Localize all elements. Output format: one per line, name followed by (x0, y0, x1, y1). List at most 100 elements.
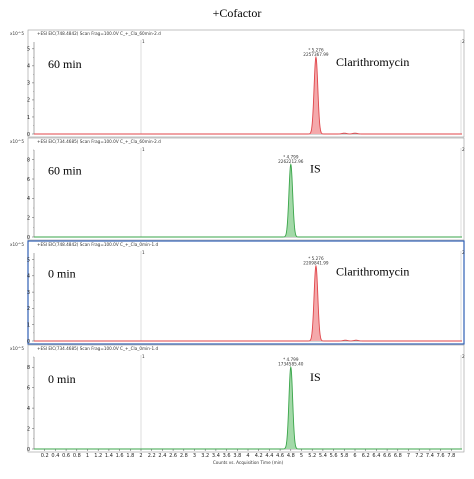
x-tick-label: 0.6 (62, 453, 70, 459)
x-tick-label: 4.2 (255, 453, 263, 459)
x-tick-label: 3 (193, 453, 196, 459)
time-marker-label: 1 (142, 250, 145, 255)
panel-frame (27, 137, 465, 241)
panel-header: +ESI EIC(734.4685) Scan Frag=100.0V C_+_… (37, 139, 161, 144)
x-tick-label: 0.2 (41, 453, 49, 459)
y-exponent: x10^5 (10, 346, 24, 351)
time-marker-label: 2 (462, 354, 465, 359)
y-tick-label: 2 (27, 98, 30, 104)
signal-trace (34, 264, 462, 342)
y-tick-label: 8 (27, 365, 30, 371)
x-tick-label: 1.2 (94, 453, 102, 459)
compound-label: Clarithromycin (336, 55, 409, 69)
x-tick-label: 6.2 (362, 453, 370, 459)
peak-rt-label: * 4.799 (283, 155, 299, 160)
y-tick-label: 4 (27, 196, 30, 202)
x-tick-label: 4.8 (287, 453, 295, 459)
panel-frame (27, 344, 465, 453)
peak-area-label: 2209841.99 (303, 261, 329, 266)
x-tick-label: 6.6 (383, 453, 391, 459)
panel-header: +ESI EIC(734.4685) Scan Frag=100.0V C_+_… (37, 346, 158, 351)
peak-area (308, 57, 324, 134)
y-tick-label: 0 (27, 132, 30, 138)
x-axis: 0.2 0.4 0.6 0.8 1 1.2 1.4 1.6 1.8 2 2.2 2.4 2.6 2.8 3 3… (41, 449, 455, 465)
chromatogram-panel-3: +ESI EIC(748.4842) Scan Frag=100.0V C_+_… (10, 240, 465, 345)
y-tick-label: 1 (27, 115, 30, 121)
panel-frame (27, 29, 465, 138)
y-exponent: x10^5 (10, 31, 24, 36)
x-tick-label: 5.8 (340, 453, 348, 459)
x-tick-label: 2.2 (148, 453, 156, 459)
y-tick-label: 2 (27, 215, 30, 221)
peak-area-label: 1734585.40 (278, 362, 304, 367)
peak-area (308, 266, 324, 341)
x-tick-label: 2.8 (180, 453, 188, 459)
signal-trace (34, 55, 462, 135)
x-tick-label: 1.8 (126, 453, 134, 459)
x-tick-label: 5.2 (308, 453, 316, 459)
x-tick-label: 6.4 (372, 453, 380, 459)
y-tick-label: 3 (27, 290, 30, 296)
x-tick-label: 1.4 (105, 453, 113, 459)
x-tick-label: 3.6 (223, 453, 231, 459)
panel-header: +ESI EIC(748.4842) Scan Frag=100.0V C_+_… (37, 31, 161, 36)
chromatogram-panel-1: +ESI EIC(748.4842) Scan Frag=100.0V C_+_… (10, 29, 465, 138)
x-tick-label: 7.2 (415, 453, 423, 459)
compound-label: Clarithromycin (336, 265, 409, 279)
compound-label: IS (310, 161, 321, 175)
time-marker-label: 2 (462, 39, 465, 44)
y-tick-label: 4 (27, 64, 30, 70)
y-exponent: x10^5 (10, 139, 24, 144)
y-tick-label: 8 (27, 157, 30, 163)
sample-time-label: 0 min (48, 372, 76, 386)
x-tick-label: 3.4 (212, 453, 220, 459)
x-tick-label: 5 (300, 453, 303, 459)
peak-rt-label: * 5.276 (308, 47, 324, 52)
figure-title: +Cofactor (212, 6, 262, 20)
chromatogram-panel-4: +ESI EIC(734.4685) Scan Frag=100.0V C_+_… (10, 344, 465, 453)
x-tick-label: 3.8 (233, 453, 241, 459)
peak-rt-label: * 4.799 (283, 357, 299, 362)
time-marker-label: 1 (142, 147, 145, 152)
y-tick-label: 5 (27, 47, 30, 53)
y-tick-label: 0 (27, 235, 30, 241)
y-tick-label: 4 (27, 406, 30, 412)
signal-trace (34, 163, 462, 238)
x-tick-label: 6 (353, 453, 356, 459)
panel-frame (27, 240, 465, 345)
x-tick-label: 3.2 (201, 453, 209, 459)
x-axis-label: Counts vs. Acquisition Time (min) (213, 460, 284, 465)
time-marker-label: 1 (142, 354, 145, 359)
time-marker-label: 1 (142, 39, 145, 44)
sample-time-label: 0 min (48, 267, 76, 281)
peak-area-label: 2257367.99 (303, 52, 329, 57)
time-marker-label: 2 (462, 250, 465, 255)
y-tick-label: 4 (27, 274, 30, 280)
compound-label: IS (310, 370, 321, 384)
x-tick-label: 7.8 (447, 453, 455, 459)
sample-time-label: 60 min (48, 57, 82, 71)
y-tick-label: 6 (27, 385, 30, 391)
time-marker-label: 2 (462, 147, 465, 152)
y-tick-label: 3 (27, 81, 30, 87)
x-tick-label: 7.6 (437, 453, 445, 459)
x-tick-label: 1.6 (116, 453, 124, 459)
x-tick-label: 6.8 (394, 453, 402, 459)
x-tick-label: 0.8 (73, 453, 81, 459)
x-tick-label: 1 (86, 453, 89, 459)
x-tick-label: 4.4 (265, 453, 273, 459)
y-tick-label: 0 (27, 339, 30, 345)
y-exponent: x10^5 (10, 242, 24, 247)
x-tick-label: 5.6 (330, 453, 338, 459)
x-tick-label: 7.4 (426, 453, 434, 459)
x-tick-label: 5.4 (319, 453, 327, 459)
y-tick-label: 2 (27, 306, 30, 312)
x-tick-label: 4 (246, 453, 249, 459)
y-tick-label: 0 (27, 447, 30, 453)
y-tick-label: 1 (27, 323, 30, 329)
signal-trace (34, 365, 462, 450)
peak-area (283, 367, 299, 449)
x-tick-label: 0.4 (51, 453, 59, 459)
panel-header: +ESI EIC(748.4842) Scan Frag=100.0V C_+_… (37, 242, 158, 247)
